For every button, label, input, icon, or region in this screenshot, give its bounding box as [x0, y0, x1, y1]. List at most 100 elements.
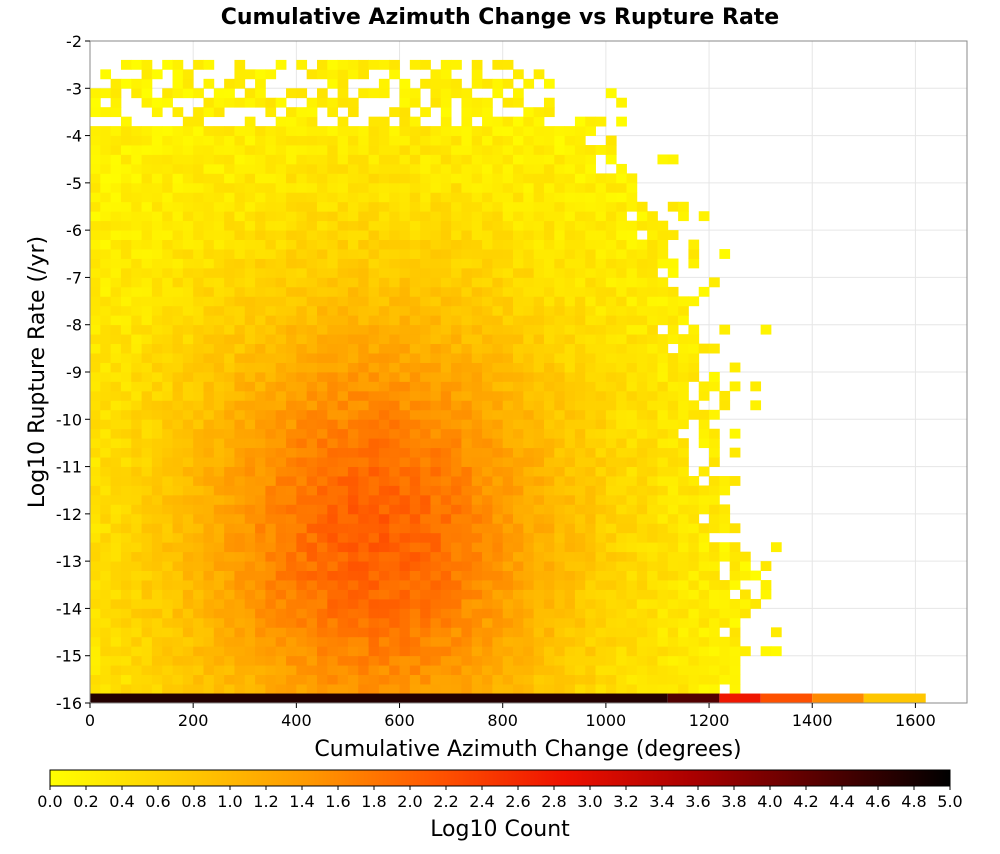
- heatmap-cell: [513, 145, 524, 155]
- heatmap-cell: [461, 655, 473, 666]
- heatmap-cell: [543, 192, 555, 203]
- heatmap-cell: [90, 523, 101, 534]
- heatmap-cell: [255, 154, 266, 165]
- heatmap-cell: [636, 561, 648, 571]
- heatmap-cell: [296, 551, 308, 562]
- heatmap-cell: [172, 88, 184, 99]
- heatmap-cell: [296, 305, 308, 316]
- heatmap-cell: [719, 542, 731, 553]
- heatmap-cell: [275, 230, 287, 240]
- heatmap-cell: [244, 551, 256, 562]
- heatmap-cell: [90, 381, 101, 392]
- heatmap-cell: [533, 665, 545, 676]
- heatmap-cell: [399, 504, 411, 515]
- heatmap-cell: [729, 542, 741, 553]
- heatmap-cell: [327, 627, 339, 638]
- heatmap-cell: [327, 561, 339, 571]
- heatmap-cell: [502, 655, 514, 666]
- heatmap-cell: [626, 419, 638, 430]
- heatmap-cell: [203, 400, 215, 411]
- heatmap-cell: [141, 504, 153, 515]
- heatmap-cell: [471, 324, 483, 335]
- heatmap-cell: [347, 296, 359, 307]
- heatmap-cell: [636, 390, 648, 401]
- heatmap-cell: [420, 381, 431, 392]
- heatmap-cell: [347, 182, 359, 193]
- heatmap-cell: [337, 182, 349, 193]
- heatmap-cell: [110, 192, 122, 203]
- heatmap-cell: [151, 107, 163, 118]
- heatmap-cell: [90, 258, 101, 269]
- heatmap-cell: [657, 239, 669, 250]
- heatmap-cell: [399, 457, 411, 467]
- heatmap-cell: [451, 362, 462, 373]
- heatmap-cell: [440, 513, 452, 524]
- heatmap-cell: [533, 390, 545, 401]
- heatmap-cell: [513, 286, 524, 297]
- heatmap-cell: [193, 277, 204, 288]
- heatmap-cell: [213, 674, 225, 685]
- heatmap-cell: [182, 466, 194, 477]
- heatmap-cell: [585, 438, 596, 449]
- heatmap-cell: [543, 485, 555, 496]
- heatmap-cell: [482, 627, 493, 638]
- heatmap-cell: [347, 400, 359, 411]
- heatmap-cell: [585, 504, 596, 515]
- heatmap-cell: [482, 476, 493, 486]
- heatmap-cell: [358, 598, 369, 609]
- heatmap-cell: [492, 343, 504, 354]
- heatmap-cell: [120, 561, 132, 571]
- heatmap-cell: [513, 447, 524, 458]
- heatmap-cell: [461, 192, 473, 203]
- heatmap-cell: [616, 201, 627, 212]
- heatmap-cell: [296, 353, 308, 363]
- heatmap-cell: [255, 286, 266, 297]
- heatmap-cell: [265, 494, 277, 505]
- heatmap-cell: [688, 504, 700, 515]
- heatmap-cell: [172, 494, 184, 505]
- heatmap-cell: [647, 580, 658, 590]
- heatmap-cell: [647, 315, 658, 326]
- heatmap-cell: [667, 494, 679, 505]
- heatmap-cell: [162, 400, 173, 411]
- colorbar-tick-label: 2.4: [469, 792, 494, 811]
- heatmap-cell: [554, 173, 566, 184]
- heatmap-cell: [574, 513, 586, 524]
- heatmap-cell: [224, 485, 235, 496]
- heatmap-cell: [162, 154, 173, 165]
- heatmap-cell: [378, 589, 390, 600]
- heatmap-cell: [492, 589, 504, 600]
- colorbar-tick-label: 3.0: [577, 792, 602, 811]
- heatmap-cell: [564, 362, 576, 373]
- heatmap-cell: [533, 343, 545, 354]
- heatmap-cell: [678, 580, 689, 590]
- heatmap-cell: [533, 570, 545, 581]
- heatmap-cell: [585, 589, 596, 600]
- heatmap-cell: [471, 513, 483, 524]
- heatmap-cell: [492, 372, 504, 382]
- heatmap-cell: [141, 627, 153, 638]
- heatmap-cell: [616, 617, 627, 628]
- heatmap-cell: [90, 277, 101, 288]
- heatmap-cell: [265, 126, 277, 136]
- heatmap-cell: [523, 589, 535, 600]
- heatmap-cell: [224, 438, 235, 449]
- heatmap-cell: [337, 636, 349, 647]
- heatmap-cell: [430, 286, 442, 297]
- heatmap-cell: [513, 627, 524, 638]
- heatmap-cell: [605, 286, 617, 297]
- heatmap-cell: [605, 315, 617, 326]
- heatmap-cell: [513, 636, 524, 647]
- heatmap-cell: [657, 551, 669, 562]
- heatmap-cell: [234, 674, 246, 685]
- heatmap-cell: [378, 513, 390, 524]
- heatmap-cell: [244, 286, 256, 297]
- heatmap-cell: [224, 636, 235, 647]
- heatmap-cell: [595, 334, 607, 345]
- heatmap-cell: [213, 107, 225, 118]
- heatmap-cell: [131, 182, 142, 193]
- heatmap-cell: [100, 163, 112, 174]
- heatmap-cell: [255, 381, 266, 392]
- heatmap-cell: [213, 362, 225, 373]
- heatmap-cell: [286, 305, 297, 316]
